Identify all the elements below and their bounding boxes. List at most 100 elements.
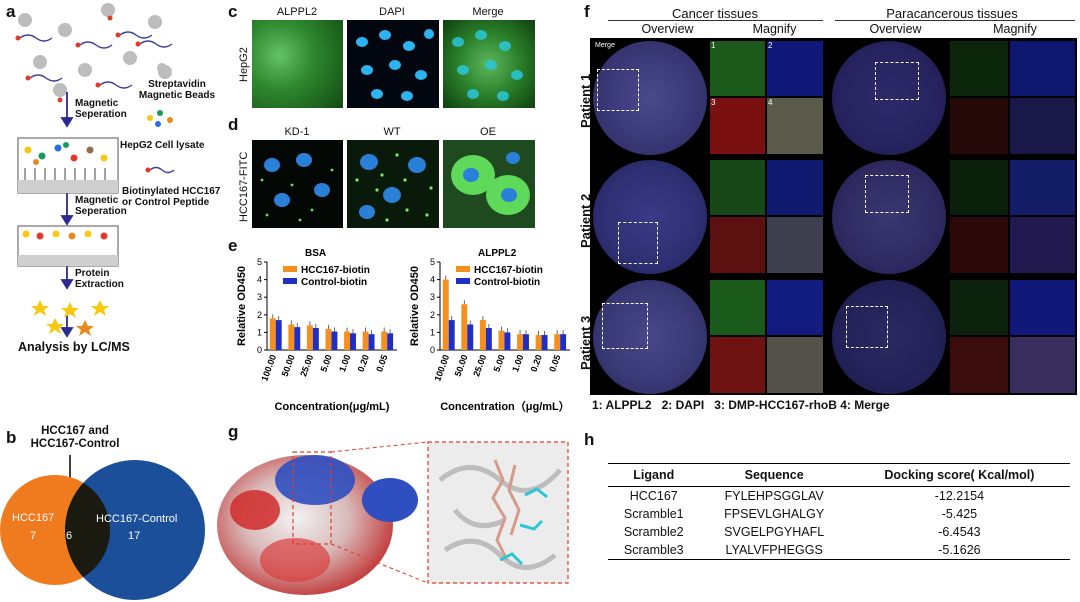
legend-label: Control-biotin bbox=[474, 277, 540, 288]
micro-dapi bbox=[347, 20, 439, 108]
x-tick-label: 5.00 bbox=[318, 353, 333, 373]
panel-label-f: f bbox=[584, 2, 590, 21]
mag-para-p3-alppl2 bbox=[950, 280, 1008, 335]
bar bbox=[368, 334, 375, 350]
docking-rendering bbox=[217, 441, 569, 595]
mag-para-p1-dapi bbox=[1010, 41, 1075, 96]
micro-alppl2 bbox=[252, 20, 343, 108]
panel-label-b: b bbox=[6, 428, 17, 447]
y-tick-label: 4 bbox=[430, 275, 435, 285]
x-tick-label: 25.00 bbox=[298, 353, 315, 378]
table-header-score: Docking score( Kcal/mol) bbox=[848, 463, 1070, 487]
f-magnify-2: Magnify bbox=[993, 22, 1037, 36]
legend-swatch bbox=[456, 278, 470, 284]
table-cell: -6.4543 bbox=[938, 525, 981, 539]
panel-label-h: h bbox=[584, 430, 595, 449]
x-tick-label: 0.20 bbox=[529, 353, 544, 373]
bar bbox=[325, 328, 332, 350]
venn-left-count: 7 bbox=[30, 530, 37, 542]
venn-right-count: 17 bbox=[128, 530, 141, 542]
workflow-schematic bbox=[15, 3, 175, 338]
roi-cancer-p2 bbox=[618, 222, 658, 264]
legend-label: HCC167-biotin bbox=[474, 265, 543, 276]
x-tick-label: 1.00 bbox=[337, 353, 352, 373]
c-col-title-3: Merge bbox=[472, 6, 504, 18]
mag-cancer-p3-merge bbox=[767, 337, 823, 393]
table-header-sequence: Sequence bbox=[699, 463, 849, 487]
table-cell: -5.1626 bbox=[848, 541, 1070, 560]
f-group2-title: Paracancerous tissues bbox=[886, 6, 1018, 21]
venn-title: HCC167 and HCC167-Control bbox=[30, 425, 120, 450]
bar bbox=[442, 279, 449, 350]
bar bbox=[350, 333, 356, 350]
table-cell: Scramble3 bbox=[608, 541, 700, 560]
micro-kd1 bbox=[252, 140, 343, 228]
y-axis-label: Relative OD450 bbox=[236, 266, 248, 346]
f-overview-2: Overview bbox=[869, 22, 922, 36]
y-tick-label: 5 bbox=[257, 257, 262, 267]
mag-cancer-p2-alppl2 bbox=[710, 160, 765, 215]
step1-label: Magnetic Seperation bbox=[75, 98, 127, 120]
bar bbox=[306, 325, 313, 350]
mag-para-p2-dapi bbox=[1010, 160, 1075, 215]
x-tick-label: 5.00 bbox=[491, 353, 506, 373]
panel-label-c: c bbox=[228, 2, 238, 21]
roi-para-p1 bbox=[875, 62, 919, 100]
legend-swatch bbox=[283, 278, 297, 284]
f-legend: 1: ALPPL2 2: DAPI 3: DMP-HCC167-rhoB 4: … bbox=[592, 398, 890, 412]
legend-beads: Streptavidin Magnetic Beads bbox=[138, 79, 216, 101]
sub-num-2: 2 bbox=[768, 41, 773, 50]
d-col-title-1: KD-1 bbox=[284, 126, 310, 138]
bar bbox=[467, 324, 474, 350]
x-tick-label: 0.20 bbox=[356, 353, 371, 373]
c-col-title-2: DAPI bbox=[379, 6, 405, 18]
overview-cancer-p1 bbox=[593, 41, 707, 155]
c-row-label: HepG2 bbox=[238, 47, 250, 82]
x-tick-label: 50.00 bbox=[280, 353, 297, 378]
x-tick-label: 0.05 bbox=[374, 353, 389, 373]
legend-swatch bbox=[283, 266, 297, 272]
table-cell: FYLEHPSGGLAV bbox=[724, 489, 824, 503]
bar bbox=[294, 327, 301, 350]
panel-label-e: e bbox=[228, 236, 238, 255]
y-tick-label: 0 bbox=[257, 345, 262, 355]
micro-oe bbox=[443, 140, 535, 228]
mag-cancer-p3-alppl2 bbox=[710, 280, 765, 335]
bar bbox=[485, 328, 492, 350]
overview-para-p3 bbox=[832, 280, 946, 394]
x-tick-label: 1.00 bbox=[510, 353, 525, 373]
bar bbox=[362, 331, 369, 350]
table-row: Scramble1 FPSEVLGHALGY -5.425 bbox=[608, 505, 1070, 523]
mag-cancer-p2-rhob bbox=[710, 217, 765, 273]
roi-cancer-p3 bbox=[602, 303, 648, 349]
table-cell: FPSEVLGHALGY bbox=[724, 507, 825, 521]
bar bbox=[448, 320, 455, 350]
x-tick-label: 25.00 bbox=[471, 353, 488, 378]
x-tick-label: 100.00 bbox=[259, 353, 278, 382]
step2-label: Magnetic Seperation bbox=[75, 195, 127, 217]
mag-para-p1-alppl2 bbox=[950, 41, 1008, 96]
mag-cancer-p3-dapi bbox=[767, 280, 823, 335]
table-cell: HCC167 bbox=[629, 489, 678, 503]
bar bbox=[554, 334, 561, 350]
bar bbox=[275, 320, 282, 350]
micro-wt bbox=[347, 140, 439, 228]
table-cell: Scramble2 bbox=[623, 525, 684, 539]
bar bbox=[541, 335, 548, 350]
bar bbox=[535, 335, 542, 350]
panel-label-d: d bbox=[228, 115, 239, 134]
y-tick-label: 4 bbox=[257, 275, 262, 285]
mag-cancer-p1-dapi bbox=[767, 41, 823, 96]
mag-para-p2-merge bbox=[1010, 217, 1075, 273]
bar bbox=[498, 330, 505, 350]
y-tick-label: 1 bbox=[430, 327, 435, 337]
mag-para-p3-dapi bbox=[1010, 280, 1075, 335]
d-col-title-2: WT bbox=[383, 126, 401, 138]
table-cell: Scramble1 bbox=[623, 507, 684, 521]
table-cell: SVGELPGYHAFL bbox=[724, 525, 825, 539]
bar bbox=[344, 331, 351, 350]
f-group1-title: Cancer tissues bbox=[672, 6, 758, 21]
bar bbox=[523, 334, 529, 350]
bar bbox=[517, 334, 524, 350]
